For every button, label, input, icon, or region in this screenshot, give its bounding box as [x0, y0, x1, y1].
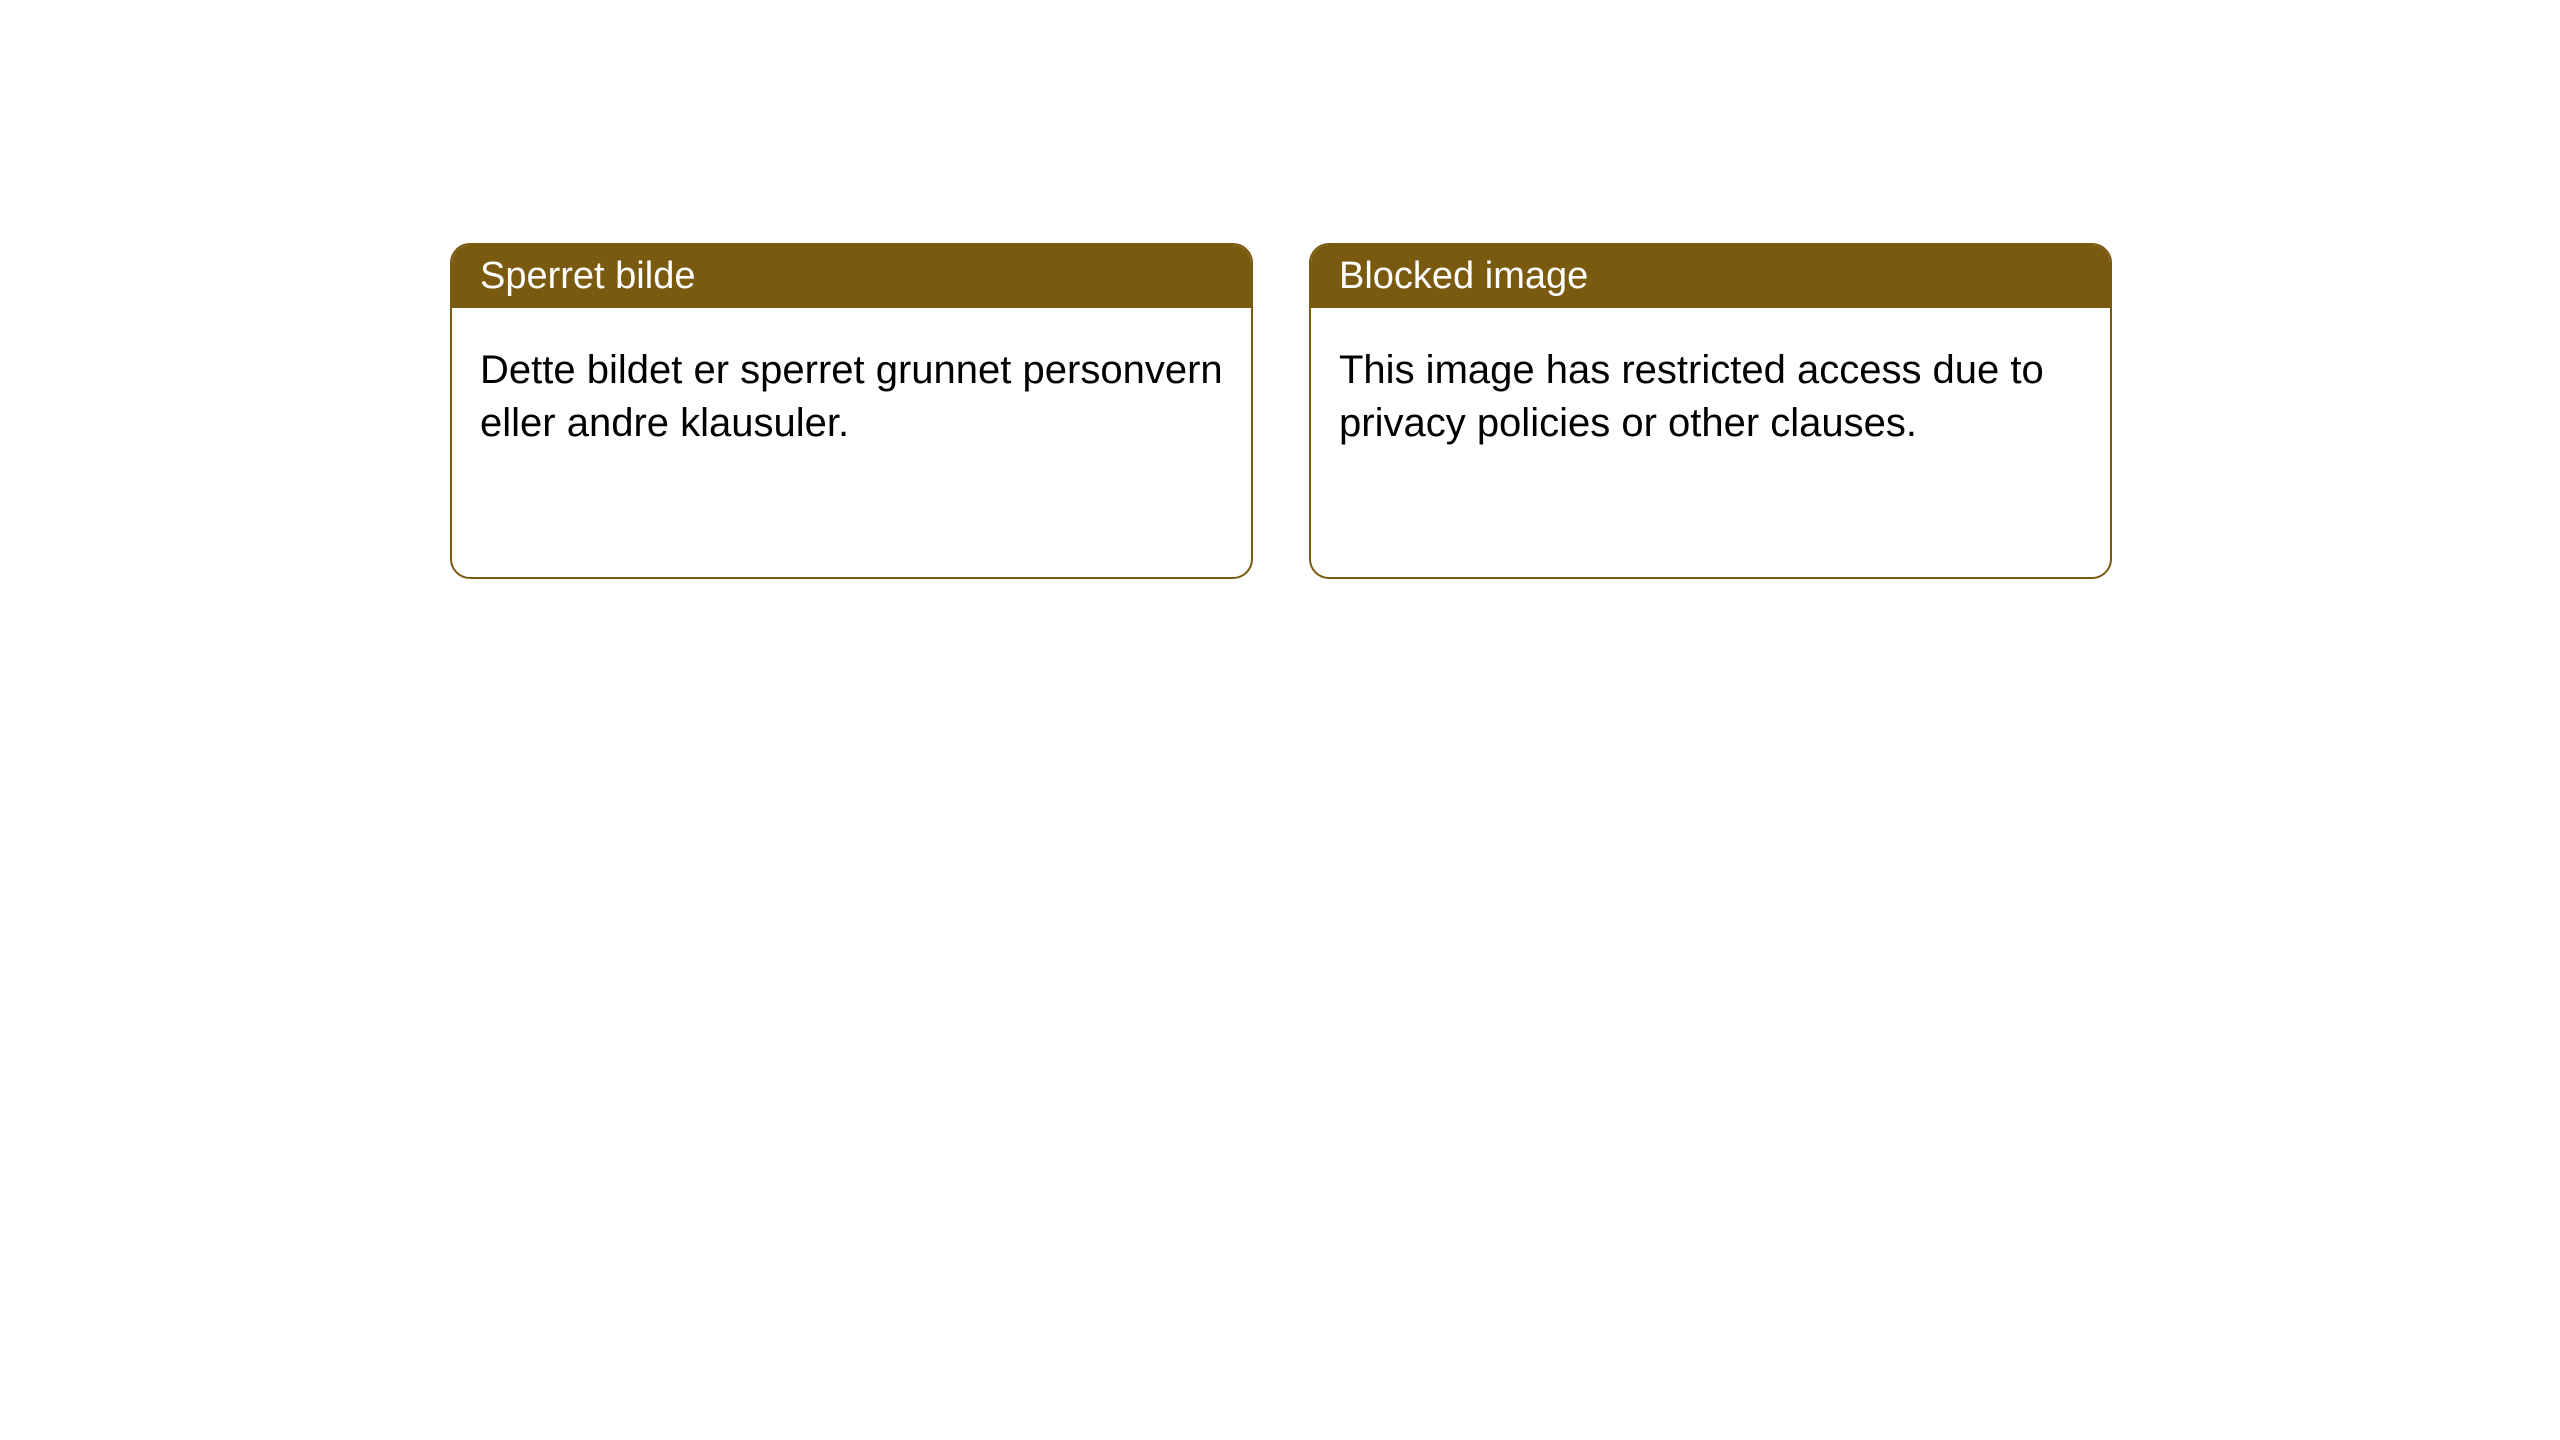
card-body-text: Dette bildet er sperret grunnet personve…: [452, 308, 1251, 486]
notice-card-english: Blocked image This image has restricted …: [1309, 243, 2112, 579]
card-title: Sperret bilde: [452, 245, 1251, 308]
notice-card-norwegian: Sperret bilde Dette bildet er sperret gr…: [450, 243, 1253, 579]
card-title: Blocked image: [1311, 245, 2110, 308]
card-body-text: This image has restricted access due to …: [1311, 308, 2110, 486]
notice-cards-row: Sperret bilde Dette bildet er sperret gr…: [0, 0, 2560, 579]
